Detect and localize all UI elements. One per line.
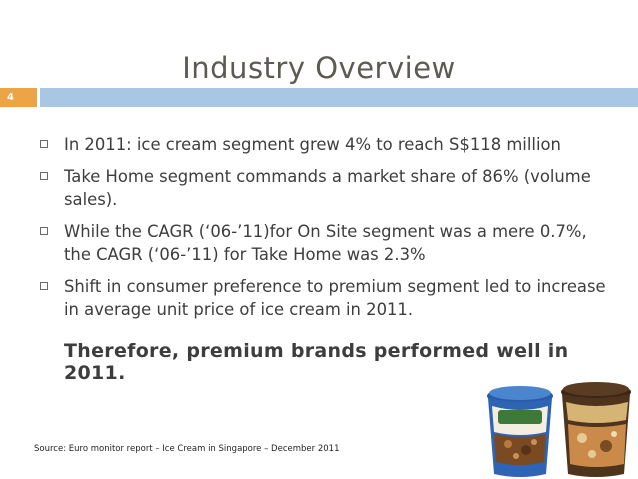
conclusion-text: Therefore, premium brands performed well… xyxy=(64,340,569,384)
source-citation: Source: Euro monitor report – Ice Cream … xyxy=(34,444,340,454)
ice-cream-tub-icon xyxy=(487,386,553,477)
ice-cream-tubs-image xyxy=(487,382,631,477)
slide-title: Industry Overview xyxy=(182,51,456,85)
page-number-badge: 4 xyxy=(0,88,37,107)
bullet-text: Shift in consumer preference to premium … xyxy=(64,277,606,319)
bullet-text: In 2011: ice cream segment grew 4% to re… xyxy=(64,135,561,154)
square-bullet-icon xyxy=(40,227,48,235)
bullet-item: Shift in consumer preference to premium … xyxy=(36,275,616,321)
ice-cream-tub-icon xyxy=(561,382,631,477)
title-rule: 4 xyxy=(0,88,638,107)
square-bullet-icon xyxy=(40,282,48,290)
bullet-text: While the CAGR (‘06-’11)for On Site segm… xyxy=(64,222,587,264)
bullet-item: While the CAGR (‘06-’11)for On Site segm… xyxy=(36,220,616,266)
square-bullet-icon xyxy=(40,140,48,148)
bullet-item: Take Home segment commands a market shar… xyxy=(36,165,616,211)
title-bar xyxy=(40,88,638,107)
bullet-item: In 2011: ice cream segment grew 4% to re… xyxy=(36,133,616,156)
bullet-list: In 2011: ice cream segment grew 4% to re… xyxy=(36,133,616,330)
bullet-text: Take Home segment commands a market shar… xyxy=(64,167,591,209)
square-bullet-icon xyxy=(40,172,48,180)
